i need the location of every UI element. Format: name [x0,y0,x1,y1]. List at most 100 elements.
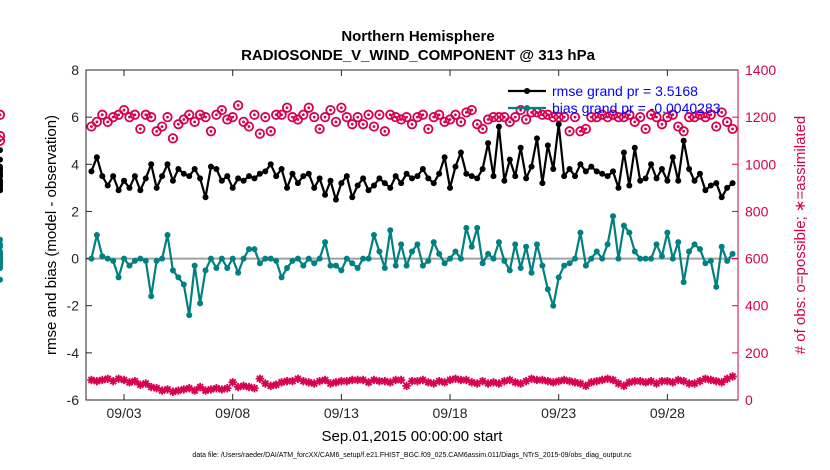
bias-point [186,312,193,319]
obs-possible-point [222,114,233,125]
obs-assimilated-point [255,374,265,383]
obs-assimilated-point [157,386,167,395]
obs-possible-point [227,112,238,123]
obs-assimilated-point [380,376,390,386]
obs-possible-dot [356,115,360,119]
obs-assimilated-point [293,374,303,383]
obs-possible-dot [138,127,142,131]
obs-possible-dot [280,113,283,117]
rmse-point [104,182,111,189]
bias-point [419,262,426,269]
obs-assimilated-point [478,376,487,386]
obs-possible-dot [367,113,370,117]
obs-possible-point [564,126,575,137]
obs-possible-point [428,112,439,123]
rmse-point [599,170,606,177]
obs-assimilated-point [473,379,482,388]
obs-assimilated-point [690,379,699,388]
rmse-point [343,173,350,180]
obs-possible-point [482,114,494,125]
rmse-point [479,166,486,172]
obs-assimilated-point [87,375,96,385]
obs-possible-dot [236,103,240,107]
obs-possible-dot [714,125,718,128]
rmse-point [626,182,633,189]
bias-point [376,248,383,255]
obs-possible-dot [508,120,512,124]
obs-assimilated-point [663,376,672,386]
y-tick-label: 4 [71,156,79,172]
obs-assimilated-point [206,385,216,394]
obs-possible-dot [644,127,648,131]
obs-possible-point [711,121,722,132]
rmse-point [207,163,214,170]
obs-assimilated-point [608,375,618,385]
y-tick-label: 2 [71,203,79,219]
obs-possible-dot [426,127,430,131]
obs-possible-point [727,123,738,135]
obs-assimilated-point [532,375,542,385]
obs-possible-dot [231,115,235,119]
obs-possible-dot [502,115,506,119]
bias-point [409,248,415,255]
bias-point [555,274,562,281]
obs-possible-point [520,114,532,125]
y-tick-label: 0 [71,251,79,267]
bias-point [528,269,535,276]
obs-possible-dot [470,108,474,112]
rmse-point [523,175,530,182]
rmse-point [327,177,334,184]
bias-point [718,243,725,250]
bias-point [392,262,399,269]
bias-point [610,213,617,220]
obs-possible-point [0,135,6,146]
obs-possible-point [124,112,135,123]
bias-point [686,248,693,255]
rmse-point [506,156,513,163]
obs-assimilated-point [434,376,444,386]
rmse-point [180,170,187,177]
bias-point [0,262,3,269]
obs-assimilated-point [130,376,140,386]
obs-possible-point [477,123,488,135]
bias-point [479,260,486,267]
legend-rmse-label: rmse grand pr = 3.5168 [552,83,698,99]
y-tick-label: 8 [71,62,79,78]
obs-assimilated-point [418,375,428,385]
bias-point [572,255,578,262]
obs-assimilated-point [636,376,645,386]
bias-point [164,232,171,238]
legend-rmse-marker [524,88,530,94]
obs-assimilated-point [92,376,102,386]
obs-possible-point [412,112,423,123]
obs-assimilated-point [250,384,259,393]
rmse-point [246,173,252,180]
data-file-footer: data file: /Users/raeder/DAI/ATM_forcXX/… [192,452,632,459]
rmse-point [425,175,432,182]
obs-assimilated-point [239,381,248,391]
obs-possible-dot [361,122,365,126]
bias-point [615,255,622,262]
obs-assimilated-point [424,378,433,387]
obs-assimilated-point [587,378,596,387]
bias-point [680,279,687,286]
obs-assimilated-point [119,375,129,385]
bias-point [294,255,301,262]
obs-possible-point [243,121,255,132]
series-assimilated [87,372,737,396]
obs-assimilated-point [462,375,471,385]
obs-assimilated-point [141,379,150,388]
obs-possible-point [91,116,102,127]
obs-possible-dot [296,118,300,121]
bias-point [658,253,665,260]
obs-assimilated-point [103,374,112,383]
legend-markers [508,88,546,111]
bias-point [387,227,394,234]
rmse-point [88,168,95,175]
bias-point [523,243,530,250]
obs-possible-point [330,116,342,127]
bias-point [724,257,731,264]
rmse-point [365,187,372,194]
rmse-point [142,175,149,182]
bias-point [599,255,606,262]
